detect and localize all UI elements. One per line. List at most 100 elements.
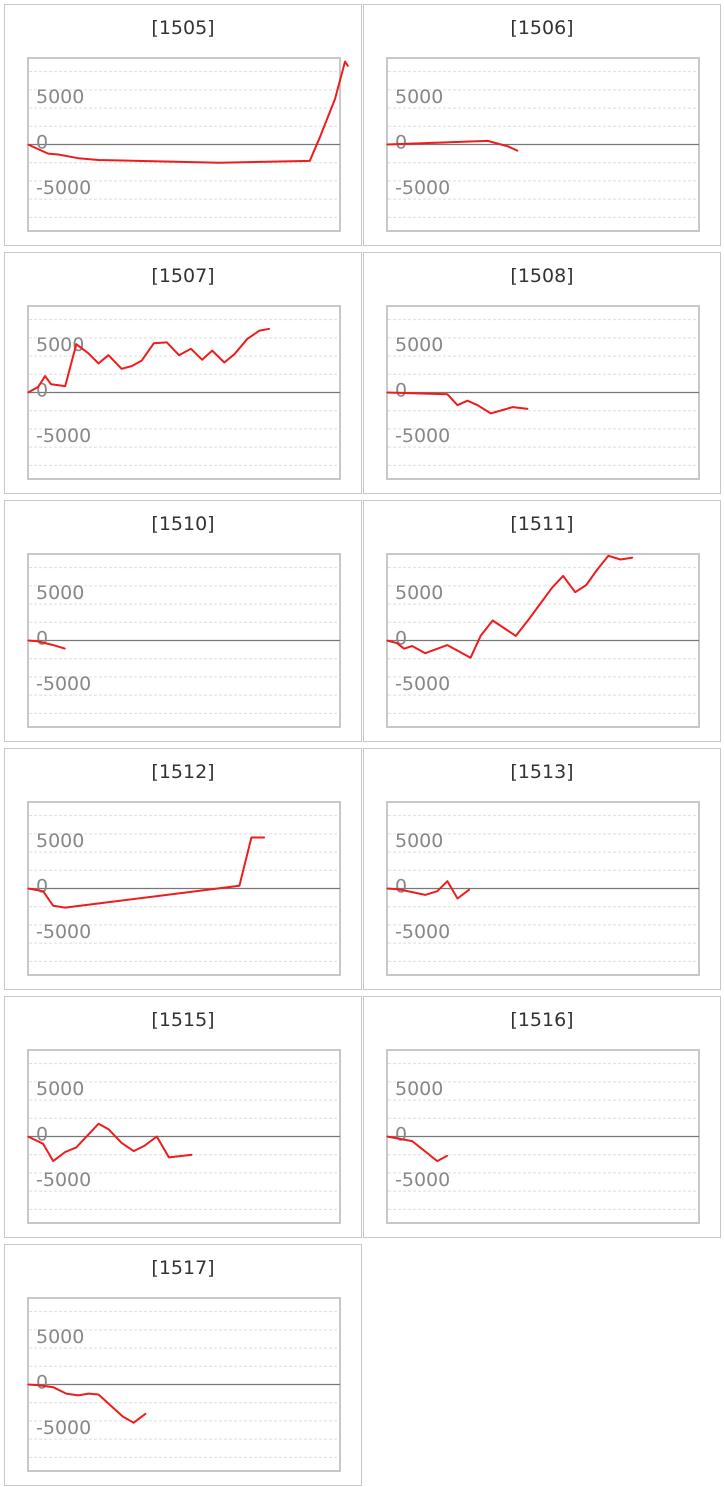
data-point — [27, 887, 29, 890]
data-point — [52, 1160, 54, 1162]
y-tick-label: 5000 — [395, 1078, 443, 1100]
chart-panel: [1508] 5000 0 -5000 — [363, 252, 721, 494]
data-point — [64, 385, 66, 387]
data-point — [585, 584, 587, 586]
series-line — [386, 139, 519, 152]
data-point — [487, 140, 489, 142]
data-point — [47, 153, 49, 155]
data-point — [218, 162, 220, 164]
data-point — [27, 1135, 29, 1138]
data-point — [411, 891, 413, 893]
data-point — [39, 1384, 41, 1387]
data-point — [65, 1393, 67, 1395]
data-point — [109, 1404, 112, 1407]
data-point — [468, 888, 471, 891]
data-point — [631, 557, 634, 559]
y-tick-label: 5000 — [395, 86, 443, 108]
chart-panel: [1517] 5000 0 -5000 — [4, 1244, 362, 1486]
chart-title: [1513] — [510, 761, 574, 783]
data-point — [107, 1128, 110, 1130]
data-point — [456, 897, 459, 900]
y-tick-label: -5000 — [395, 177, 450, 199]
y-tick-label: -5000 — [395, 921, 450, 943]
y-tick-label: 0 — [36, 1124, 48, 1146]
chart-panel: [1505] 5000 0 -5000 — [4, 4, 362, 246]
y-tick-label: 0 — [36, 132, 48, 154]
data-point — [57, 153, 59, 156]
data-point — [386, 639, 388, 642]
y-tick-label: 5000 — [36, 1078, 84, 1100]
data-point — [133, 1150, 135, 1152]
y-tick-label: -5000 — [36, 425, 91, 447]
data-point — [64, 907, 66, 909]
data-point — [527, 619, 529, 622]
data-point — [492, 619, 494, 622]
data-point — [386, 143, 388, 146]
data-point — [107, 354, 110, 356]
data-point — [319, 136, 321, 138]
data-point — [596, 568, 598, 571]
data-point — [156, 1135, 158, 1138]
data-point — [97, 159, 100, 161]
data-point — [446, 1155, 448, 1157]
data-point — [334, 98, 336, 100]
data-point — [411, 645, 413, 647]
data-point — [469, 657, 472, 659]
data-point — [466, 400, 469, 402]
y-tick-label: 5000 — [36, 86, 84, 108]
data-point — [201, 359, 203, 361]
data-point — [539, 603, 541, 605]
data-point — [191, 1154, 193, 1156]
data-point — [396, 642, 398, 644]
chart-title: [1517] — [151, 1257, 215, 1279]
data-point — [131, 365, 133, 367]
data-point — [436, 890, 438, 892]
data-point — [27, 639, 29, 642]
chart-svg: 5000 0 -5000 — [27, 1049, 341, 1224]
data-point — [64, 648, 66, 650]
chart-panel: [1515] 5000 0 -5000 — [4, 996, 362, 1238]
data-point — [211, 350, 213, 352]
y-tick-label: 0 — [395, 380, 407, 402]
data-point — [258, 329, 261, 332]
data-point — [42, 890, 44, 892]
chart-panel: [1511] 5000 0 -5000 — [363, 500, 721, 742]
data-point — [133, 1422, 135, 1424]
y-tick-label: 5000 — [395, 830, 443, 852]
data-point — [309, 160, 311, 162]
data-point — [607, 555, 610, 557]
y-tick-label: 5000 — [395, 334, 443, 356]
data-point — [64, 1151, 66, 1153]
data-point — [386, 391, 388, 394]
series-line — [386, 880, 471, 900]
data-point — [75, 343, 77, 345]
data-point — [515, 635, 517, 637]
data-point — [250, 836, 253, 839]
data-point — [27, 391, 29, 394]
data-point — [436, 1160, 438, 1162]
data-point — [190, 348, 192, 350]
series-line — [386, 554, 633, 659]
data-point — [517, 150, 519, 152]
chart-title: [1515] — [151, 1009, 215, 1031]
data-point — [424, 652, 426, 654]
y-tick-label: 0 — [36, 876, 48, 898]
chart-title: [1511] — [510, 513, 574, 535]
data-point — [403, 648, 405, 650]
data-point — [527, 408, 529, 410]
data-point — [168, 1156, 170, 1159]
data-point — [52, 1386, 54, 1388]
y-tick-label: -5000 — [36, 1169, 91, 1191]
y-tick-label: -5000 — [36, 177, 91, 199]
y-tick-label: 0 — [36, 628, 48, 650]
chart-title: [1510] — [151, 513, 215, 535]
data-point — [77, 157, 79, 159]
data-point — [512, 406, 514, 408]
y-tick-label: -5000 — [36, 1417, 91, 1439]
